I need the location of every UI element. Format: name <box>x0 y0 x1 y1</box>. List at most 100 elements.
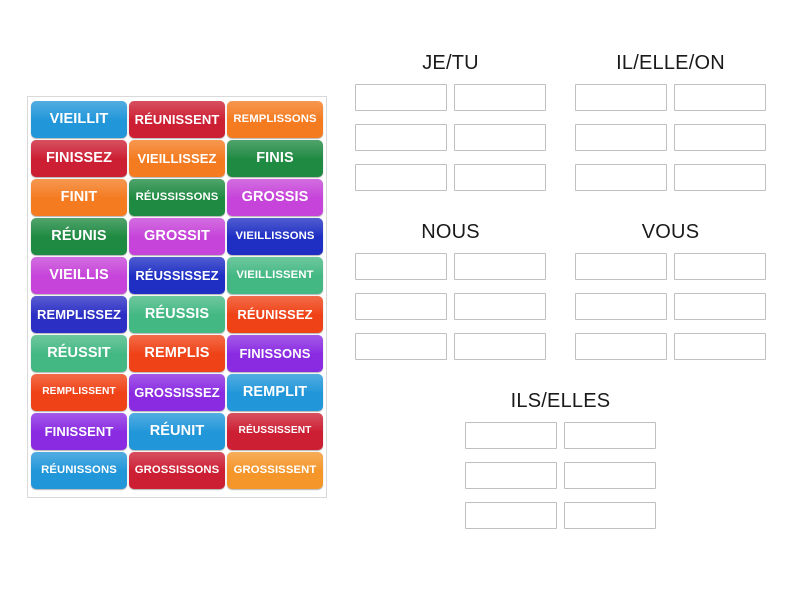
slot-grid-il-elle-on <box>575 84 766 191</box>
word-tile[interactable]: RÉUSSISSENT <box>227 413 323 450</box>
word-tile[interactable]: FINISSONS <box>227 335 323 372</box>
word-tile[interactable]: RÉUNIT <box>129 413 225 450</box>
drop-slot[interactable] <box>355 84 447 111</box>
group-je-tu: JE/TU <box>355 52 546 191</box>
drop-slot[interactable] <box>674 164 766 191</box>
group-title: NOUS <box>421 221 480 243</box>
drop-slot[interactable] <box>454 293 546 320</box>
word-tile-label: FINIT <box>60 188 98 205</box>
word-tile[interactable]: VIEILLISSENT <box>227 257 323 294</box>
word-tile-label: REMPLISSEZ <box>36 306 122 322</box>
word-tile[interactable]: RÉUSSIT <box>31 335 127 372</box>
word-tile[interactable]: GROSSISSONS <box>129 452 225 489</box>
word-tile[interactable]: REMPLISSONS <box>227 101 323 138</box>
drop-slot[interactable] <box>465 462 557 489</box>
word-tile-label: VIEILLIS <box>49 266 109 283</box>
slot-grid-vous <box>575 253 766 360</box>
group-title: IL/ELLE/ON <box>616 52 725 74</box>
slot-grid-je-tu <box>355 84 546 191</box>
drop-slot[interactable] <box>564 502 656 529</box>
word-tile-label: GROSSISSEZ <box>134 384 220 400</box>
drop-slot[interactable] <box>454 124 546 151</box>
slot-grid-ils-elles <box>465 422 656 529</box>
drop-slot[interactable] <box>674 333 766 360</box>
word-tile-label: RÉUNISSENT <box>134 111 220 127</box>
group-il-elle-on: IL/ELLE/ON <box>575 52 766 191</box>
word-tile[interactable]: RÉUSSISSONS <box>129 179 225 216</box>
word-tile[interactable]: GROSSISSEZ <box>129 374 225 411</box>
drop-slot[interactable] <box>674 84 766 111</box>
word-tile[interactable]: GROSSIT <box>129 218 225 255</box>
word-tile-bank: VIEILLIT RÉUNISSENT REMPLISSONS FINISSEZ VIE… <box>27 96 327 498</box>
drop-slot[interactable] <box>454 333 546 360</box>
word-tile-label: RÉUSSISSENT <box>238 425 312 437</box>
word-tile[interactable]: REMPLIT <box>227 374 323 411</box>
word-tile-label: RÉUNISSEZ <box>237 306 313 322</box>
word-tile-label: FINISSEZ <box>45 149 113 166</box>
drop-slot[interactable] <box>465 502 557 529</box>
word-tile[interactable]: RÉUNISSEZ <box>227 296 323 333</box>
word-tile-label: RÉUSSISSEZ <box>135 267 219 283</box>
drop-slot[interactable] <box>454 253 546 280</box>
word-tile-label: GROSSISSONS <box>134 463 220 476</box>
group-ils-elles: ILS/ELLES <box>465 390 656 529</box>
drop-slot[interactable] <box>355 253 447 280</box>
word-tile-label: FINISSONS <box>239 345 311 361</box>
word-tile-label: REMPLIT <box>242 383 308 400</box>
drop-slot[interactable] <box>454 164 546 191</box>
drop-slot[interactable] <box>575 124 667 151</box>
word-tile-label: VIEILLIT <box>49 110 109 127</box>
word-tile-label: GROSSISSENT <box>233 463 317 476</box>
drop-slot[interactable] <box>564 462 656 489</box>
word-tile[interactable]: FINISSENT <box>31 413 127 450</box>
word-tile-grid: VIEILLIT RÉUNISSENT REMPLISSONS FINISSEZ VIE… <box>31 101 323 489</box>
word-tile[interactable]: GROSSIS <box>227 179 323 216</box>
word-tile-label: REMPLISSONS <box>233 112 317 125</box>
drop-slot[interactable] <box>575 164 667 191</box>
word-tile[interactable]: VIEILLIS <box>31 257 127 294</box>
drop-slot[interactable] <box>465 422 557 449</box>
drop-slot[interactable] <box>355 124 447 151</box>
word-tile[interactable]: REMPLISSEZ <box>31 296 127 333</box>
drop-slot[interactable] <box>355 164 447 191</box>
word-tile[interactable]: FINISSEZ <box>31 140 127 177</box>
word-tile-label: GROSSIT <box>144 227 210 244</box>
word-tile[interactable]: FINIS <box>227 140 323 177</box>
word-tile-label: RÉUNISSONS <box>41 463 117 476</box>
word-tile[interactable]: RÉUSSIS <box>129 296 225 333</box>
group-nous: NOUS <box>355 221 546 360</box>
word-tile[interactable]: FINIT <box>31 179 127 216</box>
word-tile-label: REMPLIS <box>144 344 210 361</box>
word-tile[interactable]: RÉUNISSENT <box>129 101 225 138</box>
drop-slot[interactable] <box>564 422 656 449</box>
drop-slot[interactable] <box>575 293 667 320</box>
group-title: JE/TU <box>422 52 479 74</box>
word-tile-label: FINIS <box>256 149 294 166</box>
word-tile-label: VIEILLISSEZ <box>137 150 217 166</box>
word-tile-label: FINISSENT <box>44 423 114 439</box>
word-tile-label: RÉUSSIS <box>144 305 210 322</box>
word-tile[interactable]: REMPLISSENT <box>31 374 127 411</box>
word-tile[interactable]: VIEILLIT <box>31 101 127 138</box>
word-tile[interactable]: REMPLIS <box>129 335 225 372</box>
group-vous: VOUS <box>575 221 766 360</box>
drop-slot[interactable] <box>575 253 667 280</box>
word-tile[interactable]: GROSSISSENT <box>227 452 323 489</box>
word-tile[interactable]: RÉUNISSONS <box>31 452 127 489</box>
answer-zones: JE/TU IL/ELLE/ON NOUS VOUS ILS/ELLES <box>350 40 780 560</box>
word-tile-label: RÉUNIT <box>149 422 205 439</box>
drop-slot[interactable] <box>674 124 766 151</box>
drop-slot[interactable] <box>355 293 447 320</box>
word-tile-label: REMPLISSENT <box>42 386 116 398</box>
drop-slot[interactable] <box>674 253 766 280</box>
word-tile-label: RÉUSSIT <box>47 344 111 361</box>
drop-slot[interactable] <box>575 333 667 360</box>
drop-slot[interactable] <box>674 293 766 320</box>
word-tile[interactable]: VIEILLISSEZ <box>129 140 225 177</box>
drop-slot[interactable] <box>454 84 546 111</box>
drop-slot[interactable] <box>355 333 447 360</box>
word-tile[interactable]: RÉUNIS <box>31 218 127 255</box>
drop-slot[interactable] <box>575 84 667 111</box>
word-tile[interactable]: RÉUSSISSEZ <box>129 257 225 294</box>
word-tile[interactable]: VIEILLISSONS <box>227 218 323 255</box>
